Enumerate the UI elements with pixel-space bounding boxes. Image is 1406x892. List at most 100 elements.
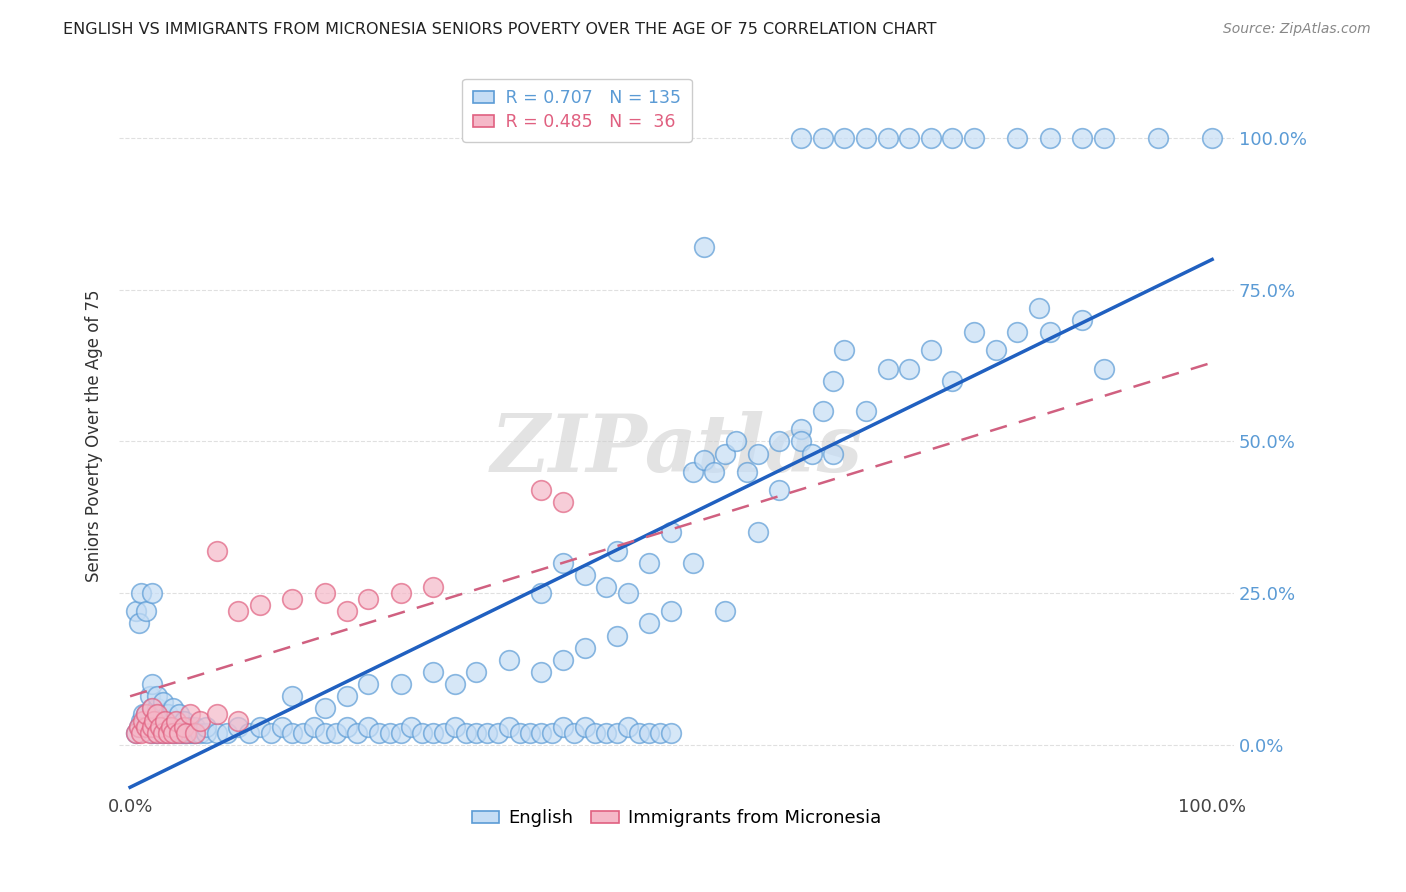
Point (692, 240, 714, 254)
Point (574, 640, 596, 655)
Point (714, 604, 737, 618)
Point (498, 720, 520, 734)
Point (714, 447, 737, 461)
Point (179, 707, 201, 722)
Point (156, 725, 179, 739)
Point (249, 599, 271, 613)
Point (562, 725, 585, 739)
Point (160, 720, 183, 734)
Point (314, 701, 336, 715)
Point (314, 586, 336, 600)
Point (551, 653, 574, 667)
Point (941, 131, 963, 145)
Point (184, 720, 207, 734)
Point (551, 556, 574, 570)
Point (325, 725, 347, 739)
Text: ZIPatlas: ZIPatlas (491, 411, 863, 489)
Point (194, 725, 217, 739)
Point (217, 725, 239, 739)
Point (1201, 131, 1223, 145)
Point (530, 725, 553, 739)
Point (129, 586, 152, 600)
Point (205, 725, 228, 739)
Point (135, 707, 157, 722)
Point (173, 714, 195, 728)
Point (1147, 131, 1170, 145)
Point (132, 714, 155, 728)
Point (747, 525, 769, 540)
Point (1007, 325, 1029, 339)
Point (984, 343, 1007, 358)
Point (128, 720, 150, 734)
Point (411, 725, 433, 739)
Point (443, 677, 465, 691)
Point (302, 720, 325, 734)
Point (606, 725, 628, 739)
Point (292, 725, 315, 739)
Point (595, 580, 617, 594)
Point (606, 629, 628, 643)
Point (149, 720, 172, 734)
Point (141, 701, 163, 715)
Point (357, 677, 380, 691)
Point (530, 586, 553, 600)
Point (129, 714, 152, 728)
Point (153, 714, 176, 728)
Point (149, 720, 172, 734)
Point (190, 714, 212, 728)
Point (162, 725, 184, 739)
Point (551, 720, 574, 734)
Point (135, 720, 157, 734)
Point (165, 725, 187, 739)
Point (146, 725, 169, 739)
Point (963, 325, 986, 339)
Point (238, 725, 260, 739)
Point (162, 714, 184, 728)
Point (735, 465, 758, 479)
Point (617, 586, 640, 600)
Point (747, 447, 769, 461)
Point (659, 525, 682, 540)
Point (281, 690, 304, 704)
Point (124, 725, 146, 739)
Point (541, 725, 564, 739)
Point (1039, 325, 1062, 339)
Point (898, 361, 921, 376)
Point (132, 707, 155, 722)
Point (194, 720, 217, 734)
Point (226, 604, 249, 618)
Point (595, 725, 617, 739)
Point (583, 725, 606, 739)
Point (129, 725, 152, 739)
Point (162, 725, 184, 739)
Point (1092, 361, 1115, 376)
Point (401, 720, 423, 734)
Point (519, 725, 541, 739)
Point (124, 725, 146, 739)
Point (1092, 131, 1115, 145)
Point (335, 604, 357, 618)
Point (205, 707, 228, 722)
Point (141, 586, 163, 600)
Point (179, 725, 201, 739)
Point (378, 725, 401, 739)
Point (941, 374, 963, 388)
Point (465, 725, 488, 739)
Point (138, 690, 160, 704)
Point (876, 361, 898, 376)
Point (606, 543, 628, 558)
Point (141, 720, 163, 734)
Point (823, 374, 845, 388)
Point (226, 720, 249, 734)
Point (650, 725, 672, 739)
Text: ENGLISH VS IMMIGRANTS FROM MICRONESIA SENIORS POVERTY OVER THE AGE OF 75 CORRELA: ENGLISH VS IMMIGRANTS FROM MICRONESIA SE… (63, 22, 936, 37)
Point (156, 707, 179, 722)
Point (422, 665, 444, 679)
Point (551, 495, 574, 509)
Point (146, 725, 169, 739)
Text: Source: ZipAtlas.com: Source: ZipAtlas.com (1223, 22, 1371, 37)
Point (142, 714, 165, 728)
Point (443, 720, 465, 734)
Point (135, 720, 157, 734)
Point (876, 131, 898, 145)
